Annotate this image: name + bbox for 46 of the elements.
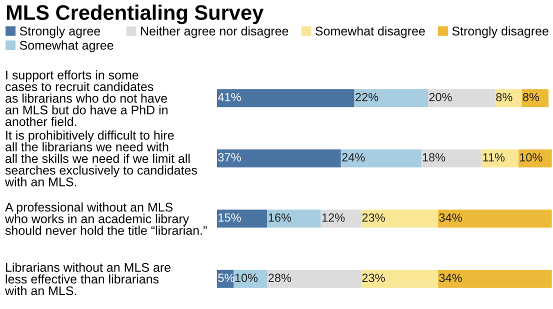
bar bbox=[421, 149, 482, 168]
y-tick-label: It is prohibitively difficult to hire all the librarians we need with all the skills we need if we limit all searches exclusively to candidates with an MLS. bbox=[4, 130, 198, 186]
legend-label: Strongly disagree bbox=[452, 26, 548, 38]
data-label: 15% bbox=[218, 213, 241, 222]
bar bbox=[354, 89, 428, 108]
bar bbox=[428, 89, 495, 108]
data-label: 23% bbox=[362, 274, 385, 282]
data-label: 28% bbox=[268, 274, 292, 282]
bar bbox=[438, 270, 552, 288]
data-label: 18% bbox=[422, 153, 446, 162]
data-label: 22% bbox=[356, 92, 378, 102]
data-label: 41% bbox=[218, 92, 241, 102]
bar bbox=[217, 89, 354, 108]
y-tick-label: A professional without an MLS who works in an academic library should never hold the title “librarian.” bbox=[4, 202, 207, 235]
data-label: 34% bbox=[439, 213, 462, 222]
bar bbox=[482, 149, 518, 168]
bar bbox=[361, 270, 438, 288]
data-label: 23% bbox=[362, 213, 385, 222]
data-label: 24% bbox=[342, 153, 365, 162]
bar bbox=[217, 149, 341, 168]
bar bbox=[340, 149, 422, 168]
legend-label: Somewhat agree bbox=[20, 40, 114, 52]
data-label: 12% bbox=[322, 213, 345, 222]
data-label: 5% bbox=[218, 274, 234, 282]
data-label: 10% bbox=[235, 274, 258, 282]
bar bbox=[267, 210, 321, 228]
data-label: 34% bbox=[439, 274, 462, 282]
data-label: 11% bbox=[483, 153, 505, 162]
data-label: 10% bbox=[520, 153, 542, 162]
y-tick-label: I support efforts in some cases to recruit candidates as librarians who do not have an MLS but do have a PhD in another field. bbox=[6, 70, 168, 126]
data-label: 16% bbox=[268, 213, 292, 222]
bar bbox=[267, 270, 362, 288]
legend-label: Somewhat disagree bbox=[316, 26, 425, 38]
chart-title: MLS Credentialing Survey bbox=[6, 4, 264, 24]
bar bbox=[361, 210, 438, 228]
bar bbox=[320, 210, 362, 228]
data-label: 8% bbox=[522, 92, 540, 102]
legend-label: Strongly agree bbox=[20, 26, 100, 38]
data-label: 20% bbox=[429, 92, 452, 102]
y-tick-label: Librarians without an MLS are less effective than librarians with an MLS. bbox=[4, 262, 171, 296]
bar bbox=[217, 210, 268, 228]
data-label: 37% bbox=[218, 153, 241, 162]
legend-label: Neither agree nor disagree bbox=[141, 26, 288, 38]
data-label: 8% bbox=[496, 92, 512, 102]
bar bbox=[438, 210, 552, 228]
bar bbox=[494, 89, 522, 108]
